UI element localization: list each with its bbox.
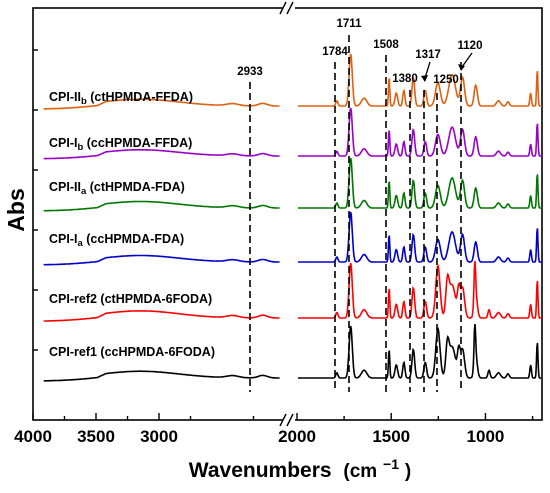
peak-arrowhead-1120: [458, 64, 465, 71]
series-label-main: CPI-I: [49, 136, 77, 150]
peak-label-1380: 1380: [392, 73, 418, 85]
spectrum-line-2-part-1: [43, 310, 280, 322]
series-label-3: CPI-Ia (ccHPMDA-FDA): [49, 232, 184, 249]
series-label-rest: (ccHPMDA-6FODA): [97, 345, 215, 359]
axis-break-marks: [279, 1, 295, 427]
peak-label-2933: 2933: [237, 66, 263, 78]
series-label-main: CPI-ref1: [49, 345, 97, 359]
series-label-sub: b: [81, 96, 87, 107]
break-slash-b-top: [286, 1, 294, 15]
series-label-1: CPI-ref1 (ccHPMDA-6FODA): [49, 345, 215, 359]
series-label-rest: (ccHPMDA-FFDA): [83, 136, 192, 150]
series-label-sub: a: [81, 186, 87, 197]
series-label-2: CPI-ref2 (ctHPMDA-6FODA): [49, 292, 212, 306]
x-tick-label-3000: 3000: [140, 427, 178, 446]
spectrum-line-1-part-2: [297, 323, 542, 379]
spectrum-line-4-part-2: [297, 157, 542, 209]
peak-label-1120: 1120: [458, 40, 483, 52]
x-tick-label-4000: 4000: [14, 427, 52, 446]
spectrum-line-1-part-1: [43, 370, 280, 382]
peak-arrowhead-1317: [421, 75, 428, 82]
break-slash-b-bottom: [286, 413, 294, 427]
series-label-main: CPI-I: [49, 232, 77, 246]
break-slash-a-bottom: [279, 413, 287, 427]
spectrum-line-6-part-1: [43, 98, 280, 110]
axis-titles: Wavenumbers (cm −1 ) Abs: [3, 188, 411, 482]
series-label-5: CPI-Ib (ccHPMDA-FFDA): [49, 136, 192, 153]
series-label-6: CPI-IIb (ctHPMDA-FFDA): [49, 90, 193, 107]
peak-label-1317: 1317: [415, 49, 441, 61]
series-label-rest: (ctHPMDA-6FODA): [97, 292, 212, 306]
series-label-rest: (ccHPMDA-FDA): [83, 232, 184, 246]
x-axis-title-sup: −1: [383, 456, 399, 472]
x-tick-label-3500: 3500: [77, 427, 115, 446]
peak-label-1250: 1250: [433, 74, 459, 86]
spectrum-line-5-part-2: [297, 107, 542, 157]
x-axis-ticks: 4000 3500 3000 2000 1500 1000: [14, 49, 534, 446]
peak-label-1711: 1711: [337, 18, 363, 30]
spectrum-line-3-part-1: [43, 254, 280, 266]
x-axis-title-main: Wavenumbers: [189, 459, 332, 482]
x-axis-title-close: ): [405, 461, 411, 482]
series-label-main: CPI-II: [49, 180, 81, 194]
series-labels: CPI-ref1 (ccHPMDA-6FODA) CPI-ref2 (ctHPMD…: [49, 90, 215, 359]
peak-markers: 2933 1784 1711 1508 1380 1317 1250 1120: [237, 18, 482, 392]
series-label-rest: (ctHPMDA-FDA): [86, 180, 185, 194]
peak-label-1508: 1508: [373, 39, 399, 51]
series-label-sub: b: [77, 142, 83, 153]
x-tick-label-1000: 1000: [467, 427, 505, 446]
series-label-main: CPI-ref2: [49, 292, 97, 306]
spectrum-line-3-part-2: [297, 211, 542, 263]
peak-arrow-1120: [461, 52, 473, 68]
x-axis-title: Wavenumbers (cm −1 ): [189, 451, 411, 482]
spectrum-line-2-part-2: [297, 260, 542, 319]
y-axis-title: Abs: [3, 188, 29, 231]
spectrum-line-6-part-2: [297, 53, 542, 107]
peak-label-1784: 1784: [322, 46, 348, 58]
series-label-rest: (ctHPMDA-FFDA): [87, 90, 193, 104]
x-axis-title-unit: (cm: [343, 461, 377, 482]
series-label-sub: a: [77, 238, 83, 249]
spectra-lines: [43, 53, 542, 382]
series-label-main: CPI-II: [49, 90, 81, 104]
x-tick-label-1500: 1500: [372, 427, 410, 446]
spectrum-line-5-part-1: [43, 149, 280, 160]
break-slash-a-top: [279, 1, 287, 15]
x-tick-label-2000: 2000: [278, 427, 316, 446]
series-label-4: CPI-IIa (ctHPMDA-FDA): [49, 180, 185, 197]
spectrum-line-4-part-1: [43, 200, 280, 212]
